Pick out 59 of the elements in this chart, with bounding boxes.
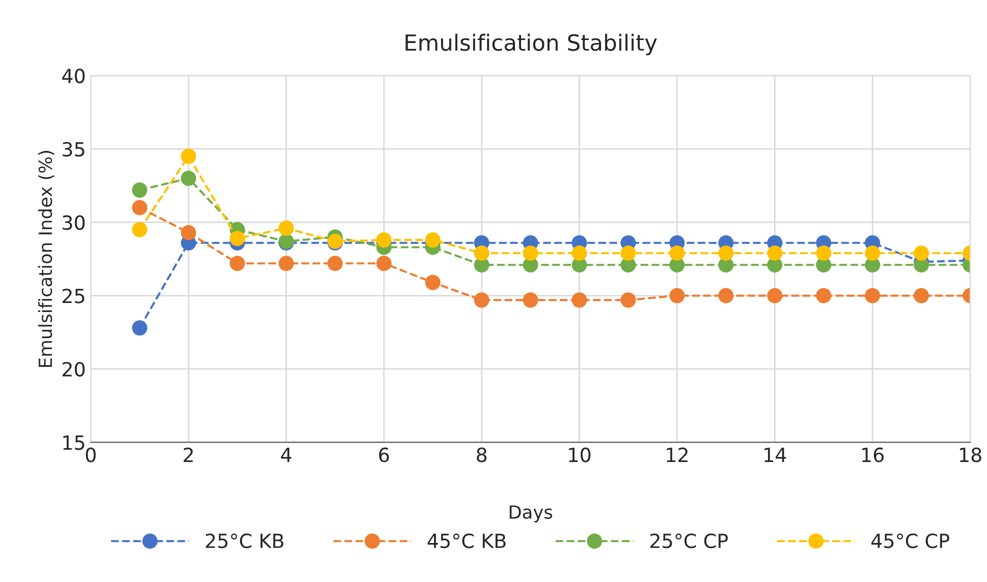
y-tick-label: 25 [62, 288, 84, 304]
point [816, 245, 832, 261]
point [425, 274, 440, 290]
point [864, 245, 880, 261]
y-tick-label: 15 [63, 436, 84, 450]
point [230, 230, 246, 246]
x-tick-label: 18 [960, 448, 982, 462]
point [132, 320, 148, 336]
legend-label: 45°C CP [871, 533, 950, 548]
point [327, 256, 343, 272]
point [620, 292, 636, 308]
point [278, 256, 294, 272]
point [914, 245, 930, 261]
x-tick-label: 2 [184, 448, 193, 462]
point [522, 245, 538, 261]
x-axis-title: Days [510, 505, 552, 522]
legend-label: 45°C KB [428, 533, 506, 548]
point [620, 245, 636, 261]
y-tick-label: 40 [62, 68, 85, 84]
x-tick-label: 4 [280, 448, 292, 462]
legend-label: 25°C KB [206, 533, 284, 548]
point [718, 288, 734, 304]
y-tick-label: 35 [62, 142, 84, 157]
point [180, 148, 196, 164]
point [718, 245, 734, 261]
x-tick-label: 10 [569, 448, 590, 462]
point [522, 292, 538, 308]
point [180, 170, 196, 186]
x-tick-label: 0 [86, 448, 96, 462]
chart-title: Emulsification Stability [406, 34, 657, 56]
point [572, 292, 588, 308]
y-axis-title: Emulsification Index (%) [38, 150, 54, 367]
point [425, 232, 440, 248]
point [278, 220, 294, 236]
x-tick-label: 6 [379, 448, 389, 462]
point [914, 288, 930, 304]
point [180, 224, 196, 240]
legend-label: 25°C CP [650, 533, 728, 548]
point [474, 292, 490, 308]
y-tick-label: 30 [62, 215, 85, 230]
point [376, 232, 392, 248]
point [474, 245, 490, 261]
point [132, 182, 148, 198]
x-tick-label: 16 [862, 448, 884, 462]
point [132, 200, 148, 216]
point [669, 245, 685, 261]
point [132, 222, 148, 238]
point [230, 256, 246, 272]
point [572, 245, 588, 261]
point [376, 256, 392, 272]
x-tick-label: 8 [476, 448, 487, 462]
point [767, 288, 782, 304]
point [816, 288, 832, 304]
y-tick-label: 20 [62, 362, 85, 377]
x-tick-label: 12 [666, 448, 688, 462]
point [864, 288, 880, 304]
point [669, 288, 685, 304]
point [767, 245, 782, 261]
x-tick-label: 14 [764, 448, 786, 462]
